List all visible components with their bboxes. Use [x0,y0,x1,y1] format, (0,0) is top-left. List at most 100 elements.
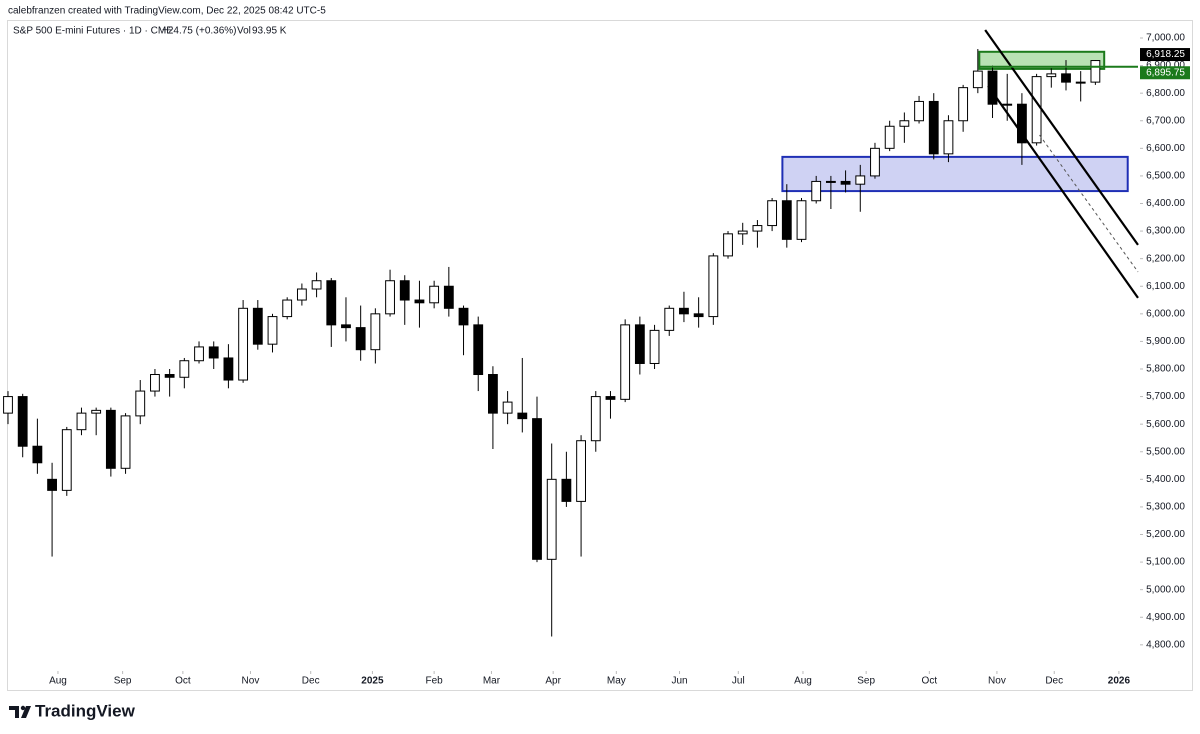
candle-body [943,120,954,155]
candle-body [620,324,631,400]
candle-body [223,357,234,381]
y-tick-label: 7,000.00 [1146,33,1185,44]
candle-body [752,225,763,232]
y-tick-label: 6,800.00 [1146,88,1185,99]
candle-body [1061,73,1071,83]
candle-body [194,346,204,362]
candle-body [76,412,87,431]
candle-body [796,200,807,240]
credit: calebfranzen created with TradingView.co… [8,6,326,17]
y-tick-label: 6,400.00 [1146,198,1185,209]
candle-body [811,180,822,202]
candle-body [1075,81,1086,84]
y-tick-label: 4,900.00 [1146,612,1185,623]
candle-body [91,409,102,414]
candle-body [17,396,28,447]
x-tick-label: 2026 [1108,676,1131,687]
candle-body [326,280,337,326]
candle-body [311,280,322,290]
candle-body [781,200,792,240]
candle-body [443,285,454,309]
volume: 93.95 K [252,26,287,37]
candle-body [664,307,675,331]
candle-body [825,180,836,183]
x-tick-label: May [607,676,626,687]
x-tick-label: Nov [988,676,1006,687]
x-tick-label: Jul [732,676,745,687]
candle-body [238,307,249,381]
y-tick-label: 5,500.00 [1146,446,1185,457]
price-label-box [1140,48,1190,62]
y-tick-label: 4,800.00 [1146,639,1185,650]
candle-body [488,374,498,414]
candle-body [105,409,116,469]
candle-body [47,478,57,491]
candle-body [517,412,528,420]
candle-body [855,175,866,185]
volume-label: Vol [237,26,251,37]
candle-body [120,415,131,469]
y-tick-label: 6,900.00 [1146,60,1185,71]
candle-body [399,280,410,301]
candle-body [179,360,190,378]
candle-body [649,329,660,364]
y-tick-label: 5,900.00 [1146,336,1185,347]
candle-body [840,180,851,185]
candle-body [1002,103,1013,106]
candle-body [958,87,969,122]
candle-body [546,478,557,560]
candle-body [32,445,43,464]
candle-body [135,390,146,417]
brand: TradingView [35,701,136,720]
candle-body [150,374,160,392]
candle-body [532,418,542,560]
x-tick-label: Aug [49,676,67,687]
candle-body [164,374,175,378]
y-tick-label: 5,400.00 [1146,474,1185,485]
y-tick-label: 5,000.00 [1146,584,1185,595]
price-label-box [1140,66,1190,80]
candle-body [458,307,469,326]
y-tick-label: 6,200.00 [1146,253,1185,264]
brand-logo [9,705,31,718]
y-tick-label: 5,300.00 [1146,502,1185,513]
y-tick-label: 6,600.00 [1146,143,1185,154]
candle-body [576,440,586,502]
candle-body [928,100,939,155]
x-tick-label: Dec [302,676,320,687]
price-label: 6,895.75 [1146,67,1185,78]
candle-body [208,346,219,359]
chart-frame [7,20,1193,691]
y-tick-label: 5,200.00 [1146,529,1185,540]
candle-body [708,255,719,318]
candle-body [1090,60,1101,83]
candle-body [355,327,366,351]
y-tick-label: 6,000.00 [1146,308,1185,319]
x-tick-label: Jun [671,676,687,687]
x-tick-label: Oct [922,676,938,687]
candle-body [370,313,381,351]
candle-body [884,125,895,149]
x-tick-label: Sep [114,676,132,687]
candle-body [296,288,307,301]
candle-body [282,299,293,318]
candle-body [767,200,778,227]
x-tick-label: Aug [794,676,812,687]
candle-body [899,120,910,127]
change: +24.75 (+0.36%) [162,26,237,37]
zone [781,155,1129,193]
candle-body [605,396,616,400]
candle-body [502,401,513,414]
x-tick-label: Mar [483,676,501,687]
x-tick-label: 2025 [361,676,384,687]
candle-body [590,396,601,442]
x-tick-label: Nov [242,676,260,687]
y-tick-label: 5,700.00 [1146,391,1185,402]
candle-body [1017,103,1027,144]
x-tick-label: Sep [857,676,875,687]
x-tick-label: Dec [1045,676,1063,687]
x-tick-label: Oct [175,676,191,687]
y-tick-label: 5,800.00 [1146,364,1185,375]
candle-body [473,324,484,376]
